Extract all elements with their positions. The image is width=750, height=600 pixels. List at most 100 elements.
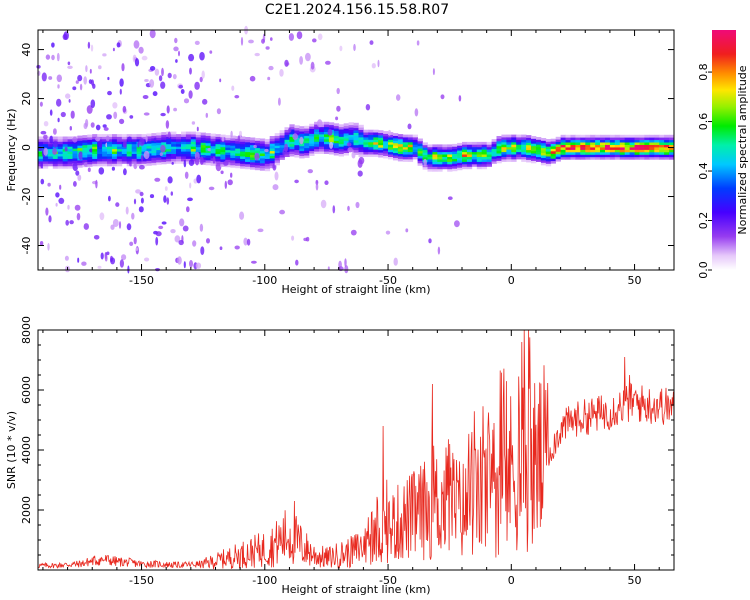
spectrogram-cell xyxy=(614,134,621,138)
spectrogram-cell xyxy=(304,145,310,149)
spectrogram-cell xyxy=(38,143,44,147)
spectrogram-cell xyxy=(269,138,275,142)
spectrogram-cell xyxy=(259,140,266,144)
spectrogram-cell xyxy=(649,142,655,145)
spectrogram-noise xyxy=(45,54,51,60)
spectrogram-cell xyxy=(77,138,83,141)
y-tick-label: -40 xyxy=(20,237,33,255)
spectrogram-cell xyxy=(442,156,448,160)
spectrogram-noise xyxy=(215,162,222,172)
spectrogram-cell xyxy=(585,154,591,158)
spectrogram-cell xyxy=(121,156,128,159)
spectrogram-cell xyxy=(590,137,596,141)
spectrogram-cell xyxy=(343,138,349,141)
spectrogram-cell xyxy=(116,139,123,142)
spectrogram-noise xyxy=(175,59,178,63)
spectrogram-noise xyxy=(100,252,104,260)
spectrogram-cell xyxy=(200,149,206,153)
spectrogram-cell xyxy=(294,152,300,155)
spectrogram-cell xyxy=(126,156,132,159)
spectrogram-cell xyxy=(624,149,630,153)
spectrogram-noise xyxy=(152,91,158,97)
spectrogram-cell xyxy=(146,163,152,166)
y-tick-label: 40 xyxy=(20,43,33,57)
spectrogram-cell xyxy=(526,140,532,143)
spectrogram-noise xyxy=(129,241,134,246)
spectrogram-cell xyxy=(126,143,132,147)
spectrogram-cell xyxy=(363,146,369,150)
spectrogram-cell xyxy=(595,139,601,143)
spectrogram-cell xyxy=(644,142,650,145)
spectrogram-noise xyxy=(231,85,235,91)
spectrogram-cell xyxy=(427,168,433,172)
spectrogram-noise xyxy=(160,144,166,153)
spectrogram-cell xyxy=(294,147,300,151)
spectrogram-cell xyxy=(555,156,561,160)
spectrogram-noise xyxy=(312,38,317,43)
colorbar-tick-label: 0.8 xyxy=(697,63,710,81)
spectrogram-cell xyxy=(462,141,468,145)
spectrogram-cell xyxy=(141,158,147,162)
spectrogram-noise xyxy=(55,202,58,207)
spectrogram-noise xyxy=(95,136,101,142)
spectrogram-cell xyxy=(245,161,251,165)
spectrogram-cell xyxy=(348,127,354,130)
spectrogram-cell xyxy=(565,142,571,145)
spectrogram-cell xyxy=(87,161,93,165)
spectrogram-noise xyxy=(48,215,52,223)
spectrogram-noise xyxy=(220,170,224,175)
spectrogram-cell xyxy=(136,134,142,137)
spectrogram-cell xyxy=(314,148,320,152)
spectrogram-noise xyxy=(41,72,47,82)
spectrogram-cell xyxy=(388,154,394,157)
spectrogram-cell xyxy=(62,136,68,140)
spectrogram-cell xyxy=(481,146,487,150)
spectrogram-cell xyxy=(200,140,206,143)
spectrogram-cell xyxy=(531,143,537,147)
spectrogram-cell xyxy=(388,151,394,155)
spectrogram-noise xyxy=(224,180,227,189)
spectrogram-cell xyxy=(526,135,532,138)
spectrogram-noise xyxy=(316,119,323,128)
spectrogram-cell xyxy=(585,149,591,153)
spectrogram-cell xyxy=(378,135,384,138)
spectrogram-cell xyxy=(412,146,418,150)
spectrogram-cell xyxy=(324,139,330,142)
spectrogram-cell xyxy=(452,146,458,150)
spectrogram-cell xyxy=(348,134,354,138)
x-tick-label: -50 xyxy=(379,574,397,587)
spectrogram-cell xyxy=(466,154,473,157)
spectrogram-cell xyxy=(279,140,285,143)
spectrogram-cell xyxy=(442,166,448,170)
spectrogram-cell xyxy=(314,151,320,154)
spectrogram-cell xyxy=(52,156,59,159)
spectrogram-cell xyxy=(417,148,423,152)
spectrogram-noise xyxy=(149,194,155,199)
spectrogram-cell xyxy=(422,152,428,155)
spectrogram-cell xyxy=(112,134,118,137)
spectrogram-cell xyxy=(195,144,202,148)
spectrogram-cell xyxy=(299,150,305,154)
spectrogram-cell xyxy=(397,146,404,150)
spectrogram-cell xyxy=(190,139,197,142)
spectrogram-noise xyxy=(118,221,122,229)
spectrogram-noise xyxy=(201,70,205,79)
spectrogram-cell xyxy=(555,158,561,162)
spectrogram-cell xyxy=(506,139,512,143)
spectrogram-cell xyxy=(230,160,236,163)
spectrogram-noise xyxy=(165,120,170,129)
spectrogram-cell xyxy=(373,149,379,153)
spectrogram-cell xyxy=(654,134,660,138)
spectrogram-cell xyxy=(176,148,182,152)
snr-series-line xyxy=(37,329,675,570)
spectrogram-noise xyxy=(90,44,94,52)
spectrogram-noise xyxy=(49,109,53,116)
spectrogram-cell xyxy=(309,143,315,147)
spectrogram-cell xyxy=(176,156,182,159)
spectrogram-cell xyxy=(397,153,404,157)
spectrogram-cell xyxy=(363,137,369,140)
spectrogram-cell xyxy=(565,147,571,150)
spectrogram-cell xyxy=(141,136,147,140)
spectrogram-cell xyxy=(506,134,512,138)
spectrogram-cell xyxy=(501,154,507,157)
